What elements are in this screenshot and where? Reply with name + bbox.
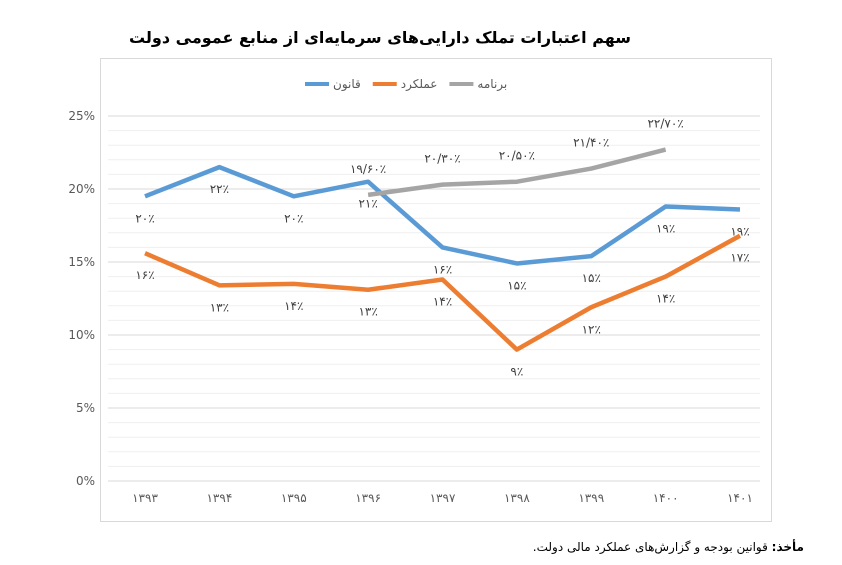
chart-title: سهم اعتبارات تملک دارایی‌های سرمایه‌ای ا… <box>128 28 632 47</box>
series-line <box>144 233 742 352</box>
data-label: ۱۴٪ <box>284 299 303 313</box>
source-text: قوانین بودجه و گزارش‌های عملکرد مالی دول… <box>532 540 772 554</box>
data-label: ۱۹٪ <box>656 222 675 236</box>
data-label: ۱۵٪ <box>507 278 526 292</box>
data-label: ۱۷٪ <box>730 251 749 265</box>
source-note: مأخذ: قوانین بودجه و گزارش‌های عملکرد ما… <box>533 540 804 554</box>
data-label: ۱۶٪ <box>433 262 452 276</box>
legend-label: قانون <box>333 77 361 92</box>
data-label: ۲۱/۴۰٪ <box>573 136 609 150</box>
series-line <box>144 164 741 266</box>
y-tick-label: 15% <box>68 255 95 269</box>
y-tick-label: 25% <box>68 109 95 123</box>
legend-label: برنامه <box>477 77 507 92</box>
data-label: ۲۰/۵۰٪ <box>499 149 535 163</box>
data-label: ۱۴٪ <box>656 292 675 306</box>
x-tick-label: ۱۳۹۵ <box>281 491 307 505</box>
legend-label: عملکرد <box>401 77 438 92</box>
x-tick-label: ۱۳۹۷ <box>430 491 456 505</box>
data-label: ۱۲٪ <box>582 322 601 336</box>
data-label: ۲۰٪ <box>135 211 154 225</box>
data-label: ۲۰/۳۰٪ <box>424 152 460 166</box>
x-tick-label: ۱۳۹۸ <box>504 491 530 505</box>
source-label: مأخذ: <box>771 540 804 554</box>
data-label: ۱۵٪ <box>582 271 601 285</box>
y-tick-label: 0% <box>76 474 95 488</box>
data-label: ۲۲/۷۰٪ <box>647 117 683 131</box>
data-label: ۱۳٪ <box>358 305 377 319</box>
x-tick-label: ۱۴۰۰ <box>653 491 679 505</box>
data-label: ۱۴٪ <box>433 295 452 309</box>
data-label: ۱۹/۶۰٪ <box>350 162 386 176</box>
data-label: ۹٪ <box>510 365 523 379</box>
data-label: ۲۲٪ <box>210 182 229 196</box>
data-label: ۱۳٪ <box>210 300 229 314</box>
y-tick-label: 20% <box>68 182 95 196</box>
chart-frame <box>100 58 772 522</box>
data-label: ۲۰٪ <box>284 211 303 225</box>
data-label: ۱۶٪ <box>135 268 154 282</box>
x-tick-label: ۱۳۹۳ <box>132 491 158 505</box>
data-label: ۱۹٪ <box>730 224 749 238</box>
x-tick-label: ۱۳۹۴ <box>206 491 232 505</box>
data-label: ۲۱٪ <box>358 197 377 211</box>
x-tick-label: ۱۳۹۶ <box>355 491 381 505</box>
y-tick-label: 10% <box>68 328 95 342</box>
x-tick-label: ۱۴۰۱ <box>727 491 753 505</box>
x-tick-label: ۱۳۹۹ <box>578 491 604 505</box>
y-tick-label: 5% <box>76 401 95 415</box>
